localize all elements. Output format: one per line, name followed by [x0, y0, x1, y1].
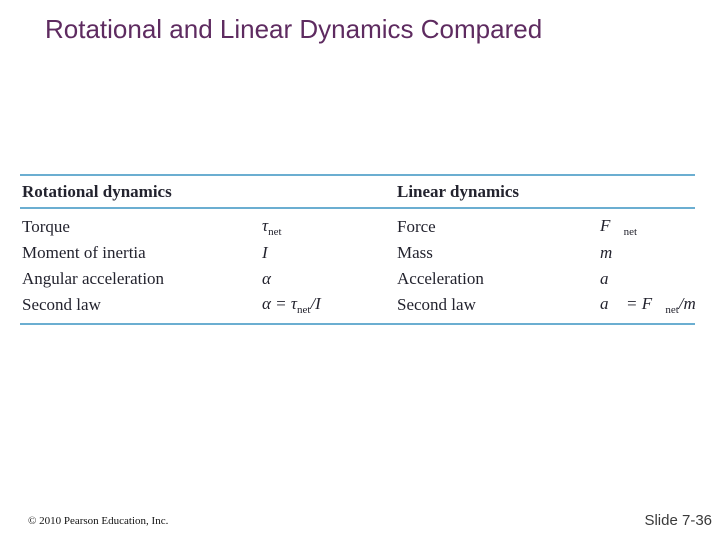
symbol-subscript: net — [623, 226, 638, 238]
slide-number: Slide 7-36 — [644, 512, 712, 529]
rotational-quantity-label: Moment of inertia — [22, 243, 146, 262]
table-row: Second law α = τnet/I Second law a⃗ = F⃗… — [20, 292, 696, 318]
linear-symbol: F⃗net — [598, 216, 695, 238]
symbol-main: I — [262, 243, 268, 262]
table-row: Moment of inertia I Mass m — [20, 240, 695, 266]
symbol-subscript: net — [268, 226, 282, 238]
symbol-tail: /m — [678, 294, 696, 313]
symbol-main: a⃗ = F⃗ — [600, 294, 666, 313]
symbol-main: α — [262, 269, 271, 288]
linear-dynamics-header: Linear dynamics — [397, 181, 520, 201]
linear-symbol: a⃗ — [598, 269, 695, 289]
linear-quantity-label: Force — [397, 217, 436, 236]
symbol-subscript: net — [296, 304, 311, 316]
slide-title: Rotational and Linear Dynamics Compared — [45, 14, 543, 44]
table-body: Torque τnet Force F⃗net Moment of inerti… — [20, 209, 696, 323]
symbol-main: τ — [262, 216, 269, 235]
linear-quantity-label: Acceleration — [397, 269, 484, 288]
copyright-notice: © 2010 Pearson Education, Inc. — [28, 515, 169, 527]
linear-quantity-label: Mass — [397, 243, 433, 262]
rotational-second-law-formula: α = τnet/I — [260, 294, 395, 316]
rotational-dynamics-header: Rotational dynamics — [22, 181, 172, 201]
rotational-quantity-label: Torque — [22, 217, 70, 236]
dynamics-comparison-table: Rotational dynamics Linear dynamics Torq… — [20, 174, 696, 325]
rotational-symbol: I — [260, 243, 395, 263]
table-top-rule — [20, 174, 695, 176]
linear-second-law-formula: a⃗ = F⃗net/m — [598, 294, 696, 316]
symbol-subscript: net — [665, 304, 679, 316]
symbol-main: a⃗ — [600, 269, 622, 288]
symbol-main: α = τ — [262, 294, 297, 313]
symbol-tail: /I — [310, 294, 321, 313]
symbol-main: m — [600, 243, 613, 262]
rotational-quantity-label: Second law — [22, 295, 101, 314]
table-row: Torque τnet Force F⃗net — [20, 214, 695, 240]
table-header-row: Rotational dynamics Linear dynamics — [20, 176, 695, 207]
table-row: Angular acceleration α Acceleration a⃗ — [20, 266, 695, 292]
rotational-quantity-label: Angular acceleration — [22, 269, 165, 288]
rotational-symbol: α — [260, 269, 395, 289]
rotational-symbol: τnet — [260, 216, 395, 238]
linear-quantity-label: Second law — [397, 295, 476, 314]
table-header-rule — [20, 207, 695, 209]
linear-symbol: m — [598, 243, 695, 263]
table-bottom-rule — [20, 323, 695, 325]
symbol-main: F⃗ — [600, 216, 624, 235]
